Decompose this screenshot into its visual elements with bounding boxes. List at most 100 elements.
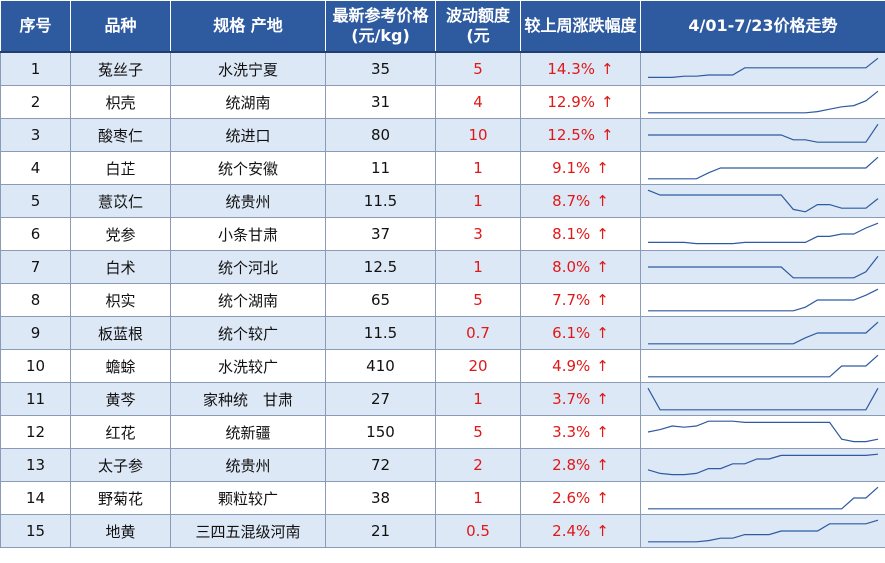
up-arrow-icon: ↑ [596, 324, 609, 342]
table-row: 13 太子参 统贵州 72 2 2.8% ↑ [0, 448, 885, 482]
up-arrow-icon: ↑ [601, 93, 614, 111]
price-cell: 37 [325, 217, 436, 251]
up-arrow-icon: ↑ [596, 258, 609, 276]
spec-cell: 统贵州 [170, 448, 326, 482]
price-cell: 27 [325, 382, 436, 416]
table-row: 12 红花 统新疆 150 5 3.3% ↑ [0, 415, 885, 449]
price-cell: 12.5 [325, 250, 436, 284]
change-cell: 12.5% ↑ [520, 118, 641, 152]
up-arrow-icon: ↑ [596, 456, 609, 474]
sparkline [648, 90, 879, 114]
table-row: 11 黄芩 家种统 甘肃 27 1 3.7% ↑ [0, 382, 885, 416]
up-arrow-icon: ↑ [596, 390, 609, 408]
variety-cell: 板蓝根 [70, 316, 171, 350]
up-arrow-icon: ↑ [596, 357, 609, 375]
change-value: 3.3% [552, 423, 591, 441]
seq-cell: 3 [0, 118, 71, 152]
up-arrow-icon: ↑ [596, 522, 609, 540]
change-value: 9.1% [552, 159, 591, 177]
price-cell: 410 [325, 349, 436, 383]
sparkline [648, 156, 879, 180]
fluct-cell: 20 [435, 349, 521, 383]
fluct-cell: 3 [435, 217, 521, 251]
variety-cell: 蟾蜍 [70, 349, 171, 383]
trend-cell [640, 51, 885, 86]
seq-cell: 8 [0, 283, 71, 317]
change-value: 2.4% [552, 522, 591, 540]
seq-cell: 5 [0, 184, 71, 218]
header-fluct-line1: 波动额度 [445, 6, 510, 25]
table-row: 8 枳实 统个湖南 65 5 7.7% ↑ [0, 283, 885, 317]
change-value: 12.9% [547, 93, 596, 111]
header-row: 序号 品种 规格 产地 最新参考价格 (元/kg) 波动额度 (元 较上周涨跌幅… [0, 0, 885, 53]
price-cell: 11.5 [325, 316, 436, 350]
sparkline [647, 387, 879, 411]
trend-cell [640, 448, 885, 482]
spec-cell: 统进口 [170, 118, 326, 152]
price-cell: 31 [325, 85, 436, 119]
header-fluct-line2: (元 [466, 26, 490, 45]
variety-cell: 野菊花 [70, 481, 171, 515]
change-value: 3.7% [552, 390, 591, 408]
change-cell: 4.9% ↑ [520, 349, 641, 383]
table-row: 2 枳壳 统湖南 31 4 12.9% ↑ [0, 85, 885, 119]
change-value: 2.8% [552, 456, 591, 474]
header-price-line2: (元/kg) [351, 26, 410, 45]
up-arrow-icon: ↑ [596, 291, 609, 309]
trend-cell [640, 514, 885, 548]
table-body: 1 菟丝子 水洗宁夏 35 5 14.3% ↑ 2 枳壳 统湖南 31 4 12.9% ↑ 3 酸枣仁 统进口 8… [0, 51, 885, 548]
trend-cell [640, 217, 885, 251]
trend-cell [640, 349, 885, 383]
seq-cell: 11 [0, 382, 71, 416]
sparkline-series [648, 486, 879, 510]
sparkline-series [648, 354, 879, 378]
fluct-cell: 5 [435, 283, 521, 317]
seq-cell: 10 [0, 349, 71, 383]
trend-cell [640, 250, 885, 284]
trend-cell [640, 184, 885, 218]
variety-cell: 黄芩 [70, 382, 171, 416]
price-cell: 35 [325, 51, 436, 86]
header-variety: 品种 [70, 0, 171, 53]
fluct-cell: 5 [435, 415, 521, 449]
change-value: 7.7% [552, 291, 591, 309]
change-value: 8.7% [552, 192, 591, 210]
table-row: 1 菟丝子 水洗宁夏 35 5 14.3% ↑ [0, 51, 885, 86]
table-row: 4 白芷 统个安徽 11 1 9.1% ↑ [0, 151, 885, 185]
variety-cell: 党参 [70, 217, 171, 251]
sparkline-series [647, 189, 879, 213]
change-cell: 8.0% ↑ [520, 250, 641, 284]
spec-cell: 统新疆 [170, 415, 326, 449]
header-spec: 规格 产地 [170, 0, 326, 53]
fluct-cell: 1 [435, 481, 521, 515]
sparkline [648, 57, 879, 78]
seq-cell: 2 [0, 85, 71, 119]
fluct-cell: 5 [435, 51, 521, 86]
spec-cell: 统个较广 [170, 316, 326, 350]
sparkline [647, 420, 879, 443]
variety-cell: 红花 [70, 415, 171, 449]
table-row: 5 薏苡仁 统贵州 11.5 1 8.7% ↑ [0, 184, 885, 218]
sparkline-series [648, 519, 879, 543]
change-value: 8.0% [552, 258, 591, 276]
up-arrow-icon: ↑ [601, 60, 614, 78]
sparkline-series [647, 420, 879, 443]
variety-cell: 薏苡仁 [70, 184, 171, 218]
variety-cell: 白芷 [70, 151, 171, 185]
sparkline [647, 189, 879, 213]
price-cell: 21 [325, 514, 436, 548]
spec-cell: 水洗较广 [170, 349, 326, 383]
variety-cell: 枳壳 [70, 85, 171, 119]
sparkline [648, 288, 879, 312]
spec-cell: 三四五混级河南 [170, 514, 326, 548]
table-row: 7 白术 统个河北 12.5 1 8.0% ↑ [0, 250, 885, 284]
change-cell: 12.9% ↑ [520, 85, 641, 119]
change-cell: 9.1% ↑ [520, 151, 641, 185]
seq-cell: 4 [0, 151, 71, 185]
fluct-cell: 10 [435, 118, 521, 152]
sparkline-series [648, 123, 879, 143]
sparkline-series [648, 57, 879, 78]
header-price-line1: 最新参考价格 [332, 6, 429, 25]
variety-cell: 枳实 [70, 283, 171, 317]
price-table: 序号 品种 规格 产地 最新参考价格 (元/kg) 波动额度 (元 较上周涨跌幅… [0, 0, 885, 548]
